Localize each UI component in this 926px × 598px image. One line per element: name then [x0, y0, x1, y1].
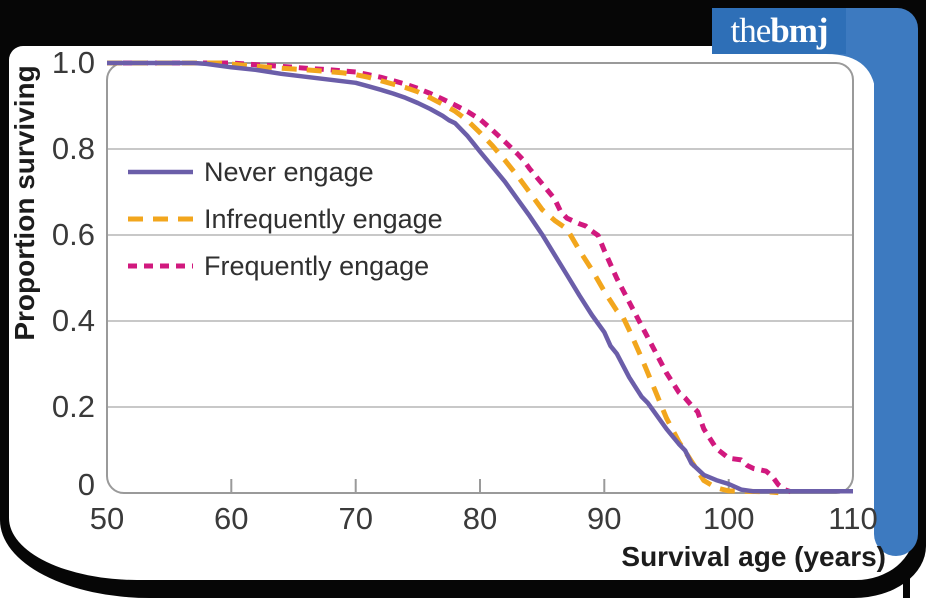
x-tick-label: 60	[214, 501, 248, 536]
x-tick-label: 80	[463, 501, 497, 536]
y-tick-label: 1.0	[52, 45, 95, 80]
bmj-accent-fillet	[826, 54, 876, 100]
legend-item-frequently: Frequently engage	[128, 251, 429, 281]
y-tick-label: 0.2	[52, 389, 95, 424]
legend: Never engage Infrequently engage Frequen…	[128, 157, 443, 281]
x-axis-tick-labels: 50 60 70 80 90 100 110	[90, 501, 878, 536]
x-tick-label: 90	[587, 501, 621, 536]
y-tick-label: 0	[78, 467, 95, 502]
x-axis-ticks	[230, 479, 730, 492]
y-tick-label: 0.8	[52, 131, 95, 166]
curve-frequently-engage	[107, 60, 792, 495]
bmj-logo: the bmj	[712, 8, 846, 54]
plot-frame	[106, 62, 854, 494]
legend-label-infrequently: Infrequently engage	[204, 204, 443, 234]
bmj-logo-the: the	[730, 11, 771, 50]
y-axis-tick-labels: 1.0 0.8 0.6 0.4 0.2 0	[52, 45, 95, 502]
x-tick-label: 100	[703, 501, 755, 536]
legend-item-never: Never engage	[128, 157, 374, 187]
curve-never-engage	[107, 60, 853, 494]
x-tick-label: 110	[828, 501, 877, 536]
bmj-accent-bar	[874, 8, 918, 556]
x-axis-title: Survival age (years)	[621, 541, 886, 572]
y-tick-label: 0.4	[52, 303, 95, 338]
legend-label-frequently: Frequently engage	[204, 251, 429, 281]
y-axis-title: Proportion surviving	[9, 65, 40, 340]
legend-label-never: Never engage	[204, 157, 374, 187]
bmj-logo-bmj: bmj	[770, 11, 828, 50]
y-tick-label: 0.6	[52, 217, 95, 252]
frame-edge-line	[903, 536, 910, 598]
x-tick-label: 50	[90, 501, 124, 536]
legend-item-infrequently: Infrequently engage	[128, 204, 443, 234]
x-tick-label: 70	[338, 501, 372, 536]
survival-curves	[107, 60, 853, 496]
